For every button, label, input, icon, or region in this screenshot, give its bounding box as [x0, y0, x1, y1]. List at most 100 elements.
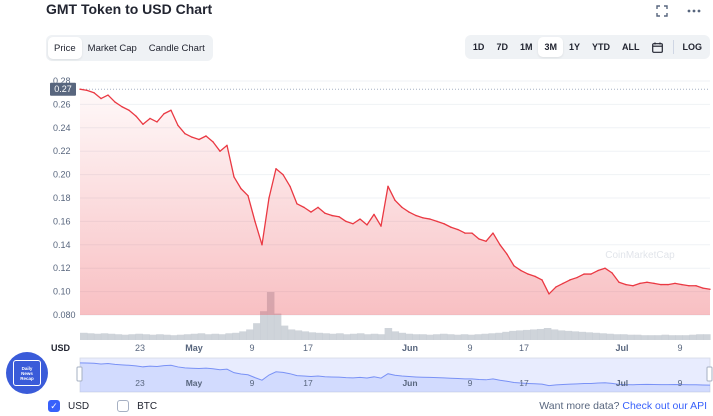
price-segment [163, 109, 172, 115]
volume-bar [453, 334, 462, 340]
price-segment [156, 113, 165, 123]
x-axis: 23 May 9 17 Jun 9 17 Jul 9 [135, 343, 683, 353]
volume-bar [550, 329, 559, 340]
price-point [268, 197, 270, 199]
navigator-right-handle [706, 366, 713, 382]
price-point [653, 282, 655, 285]
volume-bar [654, 335, 663, 340]
range-tab-ytd[interactable]: YTD [592, 42, 610, 52]
volume-bar [557, 330, 566, 340]
volume-bar [675, 335, 683, 340]
price-point [681, 283, 683, 286]
price-segment [114, 101, 123, 108]
fullscreen-icon[interactable] [655, 4, 669, 18]
price-point [527, 273, 529, 275]
currency-legend: ✓ USD BTC [48, 400, 185, 412]
price-segment [632, 282, 641, 287]
volume-bar [350, 333, 358, 340]
price-point [436, 220, 438, 222]
price-segment [597, 267, 606, 272]
price-segment [289, 185, 298, 205]
volume-bar [135, 333, 143, 340]
price-point [317, 206, 319, 208]
y-tick-label: 0.080 [53, 310, 76, 320]
legend-usd[interactable]: ✓ USD [48, 400, 89, 412]
range-divider [672, 40, 674, 54]
range-tab-1y[interactable]: 1Y [568, 42, 580, 52]
y-tick-label: 0.18 [53, 193, 71, 203]
price-point [478, 238, 480, 240]
range-tab-7d[interactable]: 7D [496, 42, 508, 52]
price-point [639, 282, 641, 285]
price-point [443, 223, 445, 225]
navigator-tick-label: Jul [616, 378, 628, 388]
navigator-tick-label: 17 [303, 378, 313, 388]
log-toggle[interactable]: LOG [682, 42, 703, 52]
btc-checkbox[interactable] [117, 400, 130, 412]
price-point [163, 113, 165, 115]
price-segment [317, 206, 326, 214]
legend-btc[interactable]: BTC [117, 400, 157, 412]
volume-bar [661, 334, 670, 340]
volume-bar [211, 333, 220, 340]
range-tab-1d[interactable]: 1D [472, 42, 485, 52]
volume-bar [585, 332, 593, 340]
legend-usd-label: USD [68, 400, 90, 412]
range-tab-3m[interactable]: 3M [538, 37, 563, 57]
price-point [415, 214, 417, 217]
volume-bar [633, 334, 642, 340]
volume-bars [80, 292, 711, 340]
range-tab-all[interactable]: ALL [622, 42, 640, 52]
price-point [380, 225, 382, 227]
price-point [184, 133, 186, 135]
price-point [688, 285, 690, 287]
price-point [457, 228, 459, 231]
volume-bar [287, 329, 296, 340]
volume-bar [668, 335, 676, 340]
price-segment [352, 218, 361, 225]
x-tick-label: 9 [467, 343, 472, 353]
current-price-text: 0.27 [54, 84, 72, 94]
tab-candle-chart[interactable]: Candle Chart [148, 42, 205, 54]
navigator-area [80, 362, 710, 392]
volume-bar [156, 334, 164, 340]
more-options-icon[interactable] [687, 4, 701, 18]
price-segment [513, 265, 522, 272]
calendar-icon[interactable] [646, 37, 670, 57]
badge-line: News [21, 370, 33, 376]
volume-bar [142, 334, 150, 340]
price-point [156, 121, 158, 123]
price-segment [184, 132, 193, 138]
navigator[interactable]: 23 May 9 17 Jun 9 17 Jul 9 [76, 357, 713, 393]
price-point [583, 273, 585, 275]
daily-news-recap-badge[interactable]: Daily News Recap [6, 352, 48, 394]
volume-bar [377, 334, 386, 340]
current-price-box [50, 82, 76, 96]
price-point [408, 211, 410, 213]
range-tab-1m[interactable]: 1M [519, 42, 533, 52]
price-segment [499, 244, 508, 255]
y-tick-label: 0.26 [53, 99, 71, 109]
volume-bar [273, 313, 282, 340]
price-segment [212, 141, 221, 152]
price-segment [457, 228, 466, 234]
price-segment [604, 267, 613, 274]
price-segment [429, 218, 438, 223]
tab-market-cap[interactable]: Market Cap [87, 42, 137, 54]
volume-bar [530, 329, 538, 340]
price-segment [625, 283, 634, 287]
price-segment [142, 117, 151, 125]
api-link[interactable]: Check out our API [622, 400, 707, 412]
volume-bar [315, 332, 323, 340]
price-point [625, 283, 627, 286]
usd-checkbox[interactable]: ✓ [48, 400, 60, 412]
tab-price[interactable]: Price [48, 37, 82, 59]
price-point [646, 281, 648, 283]
price-segment [401, 206, 410, 213]
volume-bar [536, 328, 545, 340]
volume-bar [460, 334, 469, 340]
volume-bar [149, 334, 157, 340]
price-segment [254, 220, 263, 246]
watermark: CoinMarketCap [605, 250, 675, 261]
